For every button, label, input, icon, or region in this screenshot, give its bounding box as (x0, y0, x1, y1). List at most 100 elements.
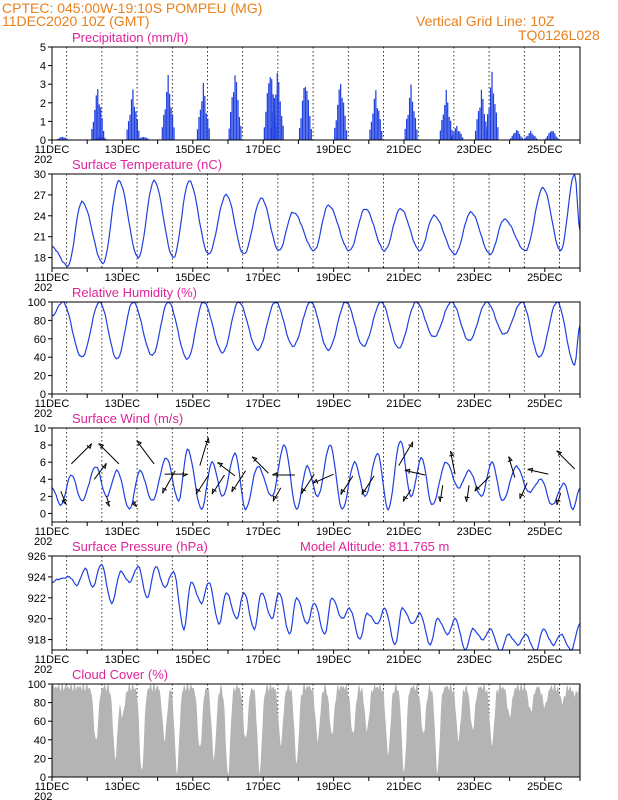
precip-bar (457, 131, 459, 140)
y-tick-label: 18 (34, 253, 46, 265)
wind-vector-head (182, 471, 188, 478)
panel-frame (51, 683, 581, 778)
precip-bar (381, 130, 383, 140)
panel-title: Cloud Cover (%) (72, 667, 168, 682)
precip-bar (170, 107, 172, 140)
precip-bar (517, 131, 519, 140)
precip-bar (301, 100, 304, 140)
y-tick-label: 926 (28, 551, 46, 563)
precip-bar (534, 136, 536, 140)
wind-vector-head (217, 462, 224, 468)
precip-bar (379, 119, 381, 140)
precip-bar (338, 89, 340, 140)
precip-bar (531, 133, 533, 140)
precip-bar (549, 131, 551, 140)
y-tick-label: 4 (40, 474, 46, 486)
precip-bar (310, 129, 312, 140)
precip-bar (100, 136, 102, 140)
precip-bar (514, 132, 516, 140)
precip-bar (144, 137, 146, 140)
precip-bar (441, 120, 443, 140)
panel-frame (51, 427, 581, 523)
y-tick-label: 100 (28, 679, 46, 691)
wind-vector (231, 470, 247, 493)
y-tick-label: 27 (34, 190, 46, 202)
precip-bar (98, 104, 100, 140)
x-tick-label: 17DEC (245, 526, 281, 538)
precip-bar (491, 71, 493, 140)
precip-bar (91, 129, 93, 140)
precip-bar (407, 114, 409, 140)
x-tick-label: 15DEC (175, 526, 211, 538)
precip-bar (275, 94, 277, 140)
panel-title: Surface Wind (m/s) (72, 411, 183, 426)
precip-bar (59, 137, 61, 140)
precip-bar (64, 137, 67, 140)
x-year-label: 202 (34, 408, 52, 420)
precip-bar (528, 133, 530, 140)
precip-bar (272, 111, 274, 140)
wind-vector-head (231, 486, 237, 493)
precip-bar (439, 130, 441, 140)
precip-bar (100, 107, 102, 140)
precip-bar (273, 97, 275, 140)
x-year-label: 202 (34, 664, 52, 676)
precip-bar (60, 137, 62, 140)
precip-bar (454, 128, 456, 140)
x-tick-label: 23DEC (457, 398, 493, 410)
wind-vector (556, 450, 576, 470)
panel-frame (51, 555, 581, 651)
precip-bar (171, 114, 174, 140)
x-tick-label: 13DEC (105, 526, 141, 538)
precip-bar (476, 119, 478, 140)
panel-4: 0 2 4 6 8 10 11DEC 13DEC 15DEC 17DEC 19DEC 21DEC 23D… (34, 411, 581, 548)
wind-vector (132, 500, 138, 507)
precip-bar (201, 101, 203, 140)
precip-bar (103, 137, 105, 140)
x-tick-label: 21DEC (386, 781, 422, 793)
precip-bar (136, 119, 138, 140)
precip-bar (97, 89, 99, 140)
y-tick-label: 40 (34, 735, 46, 747)
y-tick-label: 24 (34, 211, 46, 223)
wind-vector (312, 473, 334, 484)
x-tick-label: 21DEC (386, 654, 422, 666)
precip-bar (518, 133, 521, 140)
precip-bar (462, 137, 464, 140)
precip-bar (92, 121, 94, 140)
series-line (51, 173, 581, 268)
x-tick-label: 13DEC (105, 272, 141, 284)
precip-bar (269, 77, 271, 140)
precip-bar (303, 88, 305, 140)
precip-bar (235, 82, 238, 140)
precip-bar (94, 109, 96, 140)
precip-bar (204, 95, 206, 140)
wind-vector (519, 482, 528, 500)
x-tick-label: 21DEC (386, 272, 422, 284)
precip-bar (372, 113, 374, 140)
y-tick-label: 60 (34, 716, 46, 728)
panel-title: Surface Temperature (nC) (72, 157, 222, 172)
y-tick-label: 8 (40, 440, 46, 452)
precip-bar (129, 114, 131, 140)
panel-title: Relative Humidity (%) (72, 285, 197, 300)
precip-bar (378, 110, 380, 140)
wind-vector-head (404, 468, 411, 474)
precip-bar (276, 73, 278, 140)
wind-vector-head (527, 467, 534, 473)
precip-bar (169, 93, 171, 140)
wind-vector-head (272, 495, 278, 502)
precip-bar (516, 129, 518, 140)
precip-bar (555, 136, 557, 140)
wind-vector-head (464, 496, 470, 502)
y-tick-label: 922 (28, 593, 46, 605)
precip-bar (345, 130, 348, 140)
precip-bar (411, 101, 414, 140)
precip-bar (196, 129, 199, 140)
wind-vector (211, 474, 225, 495)
precip-bar (557, 137, 559, 140)
wind-vector-head (162, 487, 168, 494)
wind-vector (449, 451, 456, 475)
wind-vector (404, 470, 426, 476)
precip-bar (530, 130, 532, 140)
